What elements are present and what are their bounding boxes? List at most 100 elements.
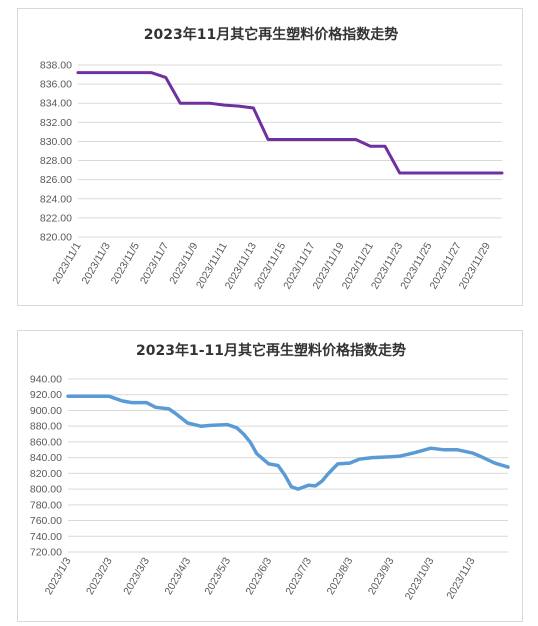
data-point bbox=[413, 172, 415, 174]
data-point bbox=[412, 452, 414, 454]
y-tick-label: 900.00 bbox=[30, 405, 62, 417]
x-tick-label: 2023/11/3 bbox=[79, 240, 112, 286]
data-point bbox=[399, 455, 401, 457]
data-point bbox=[442, 172, 444, 174]
data-point bbox=[325, 138, 327, 140]
data-point bbox=[67, 395, 69, 397]
data-point bbox=[471, 452, 473, 454]
data-point bbox=[168, 408, 170, 410]
data-point bbox=[242, 433, 244, 435]
data-point bbox=[480, 456, 482, 458]
x-tick-label: 2023/10/3 bbox=[403, 555, 437, 602]
data-point bbox=[77, 71, 79, 73]
data-point bbox=[194, 102, 196, 104]
data-point bbox=[252, 107, 254, 109]
data-point bbox=[106, 71, 108, 73]
y-tick-label: 820.00 bbox=[40, 232, 72, 244]
data-point bbox=[296, 138, 298, 140]
data-point bbox=[256, 453, 258, 455]
data-point bbox=[457, 172, 459, 174]
y-tick-label: 920.00 bbox=[30, 389, 62, 401]
data-point bbox=[249, 441, 251, 443]
data-point bbox=[186, 422, 188, 424]
data-point bbox=[307, 484, 309, 486]
data-point bbox=[121, 71, 123, 73]
data-point bbox=[327, 472, 329, 474]
x-tick-label: 2023/7/3 bbox=[283, 555, 314, 597]
data-point bbox=[165, 76, 167, 78]
ytd-price-index-chart: 2023年1-11月其它再生塑料价格指数走势 940.00 920.00 900.0… bbox=[30, 342, 510, 602]
data-point bbox=[430, 447, 432, 449]
data-point bbox=[494, 462, 496, 464]
y-tick-label: 822.00 bbox=[40, 212, 72, 224]
series-line bbox=[66, 394, 510, 491]
data-point bbox=[355, 138, 357, 140]
monthly-chart-panel: 2023年11月其它再生塑料价格指数走势 838.00 836.00 834.00 8… bbox=[17, 8, 523, 306]
data-point bbox=[443, 449, 445, 451]
y-tick-label: 824.00 bbox=[40, 193, 72, 205]
data-point bbox=[93, 395, 95, 397]
data-point bbox=[428, 172, 430, 174]
x-tick-label: 2023/8/3 bbox=[325, 555, 356, 597]
y-tick-label: 820.00 bbox=[30, 468, 62, 480]
data-point bbox=[290, 486, 292, 488]
data-point bbox=[175, 412, 177, 414]
chart-title: 2023年1-11月其它再生塑料价格指数走势 bbox=[136, 342, 406, 359]
y-tick-label: 880.00 bbox=[30, 421, 62, 433]
y-tick-label: 840.00 bbox=[30, 452, 62, 464]
x-tick-label: 2023/11/9 bbox=[167, 240, 200, 286]
data-point bbox=[91, 71, 93, 73]
data-point bbox=[268, 463, 270, 465]
data-point bbox=[80, 395, 82, 397]
x-tick-label: 2023/11/3 bbox=[444, 555, 477, 601]
data-point bbox=[226, 423, 228, 425]
chart-title: 2023年11月其它再生塑料价格指数走势 bbox=[144, 26, 398, 43]
ytd-chart-panel: 2023年1-11月其它再生塑料价格指数走势 940.00 920.00 900.0… bbox=[17, 330, 523, 622]
x-tick-label: 2023/4/3 bbox=[162, 555, 193, 597]
data-point bbox=[472, 172, 474, 174]
x-tick-label: 2023/5/3 bbox=[202, 555, 233, 597]
data-point bbox=[371, 456, 373, 458]
data-point bbox=[501, 172, 503, 174]
data-point bbox=[277, 464, 279, 466]
y-tick-label: 826.00 bbox=[40, 174, 72, 186]
x-tick-label: 2023/11/1 bbox=[50, 240, 83, 286]
data-point bbox=[369, 145, 371, 147]
data-point bbox=[349, 462, 351, 464]
x-tick-label: 2023/1/3 bbox=[43, 555, 74, 597]
data-point bbox=[209, 424, 211, 426]
x-tick-label: 2023/6/3 bbox=[243, 555, 274, 597]
y-tick-label: 940.00 bbox=[30, 374, 62, 386]
data-point bbox=[282, 138, 284, 140]
x-tick-label: 2023/11/5 bbox=[109, 240, 142, 286]
data-point bbox=[131, 401, 133, 403]
data-point bbox=[267, 138, 269, 140]
x-tick-label: 2023/11/7 bbox=[138, 240, 171, 286]
data-point bbox=[150, 71, 152, 73]
data-point bbox=[340, 138, 342, 140]
data-point bbox=[384, 145, 386, 147]
data-point bbox=[321, 480, 323, 482]
data-point bbox=[337, 463, 339, 465]
data-point bbox=[297, 488, 299, 490]
data-point bbox=[223, 104, 225, 106]
x-tick-label: 2023/3/3 bbox=[121, 555, 152, 597]
y-tick-label: 720.00 bbox=[30, 547, 62, 559]
y-tick-label: 834.00 bbox=[40, 98, 72, 110]
y-tick-label: 832.00 bbox=[40, 117, 72, 129]
y-tick-label: 780.00 bbox=[30, 499, 62, 511]
data-point bbox=[236, 427, 238, 429]
data-point bbox=[311, 138, 313, 140]
y-tick-label: 838.00 bbox=[40, 60, 72, 72]
data-point bbox=[284, 474, 286, 476]
y-tick-label: 860.00 bbox=[30, 436, 62, 448]
series-line bbox=[76, 71, 504, 175]
data-point bbox=[399, 172, 401, 174]
data-point bbox=[200, 425, 202, 427]
data-point bbox=[108, 395, 110, 397]
x-tick-label: 2023/9/3 bbox=[366, 555, 397, 597]
data-point bbox=[507, 466, 509, 468]
y-tick-label: 830.00 bbox=[40, 136, 72, 148]
data-point bbox=[145, 401, 147, 403]
data-point bbox=[155, 406, 157, 408]
